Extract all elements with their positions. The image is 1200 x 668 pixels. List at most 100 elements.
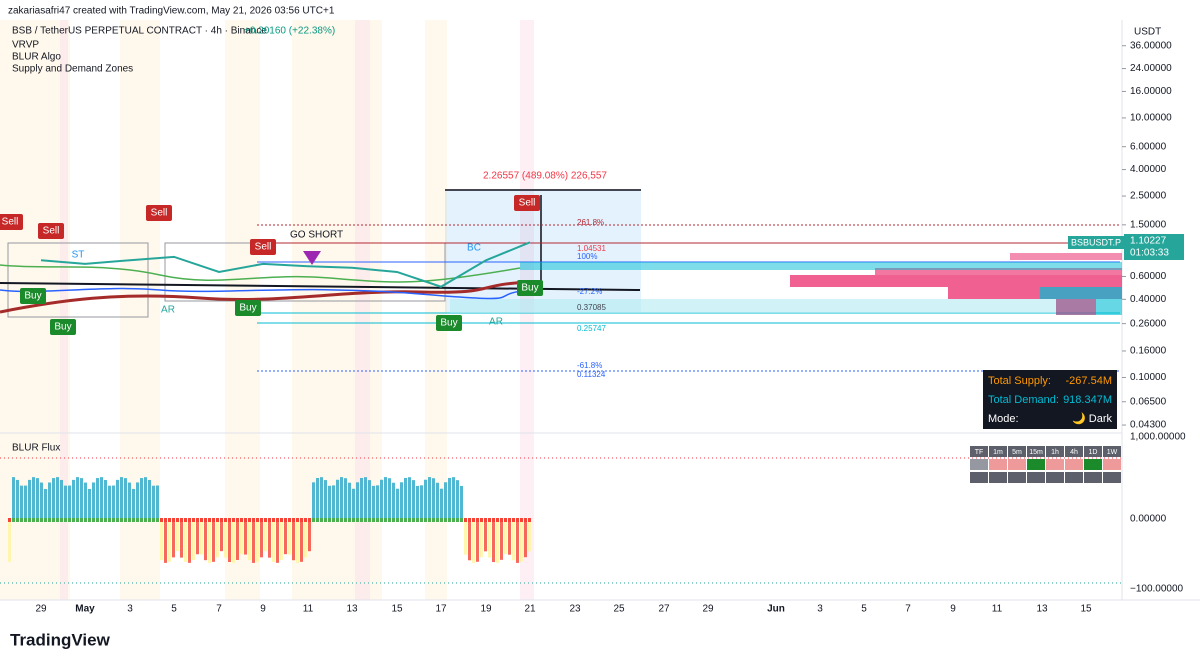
x-tick-label: 19 <box>480 604 492 615</box>
session-band <box>60 20 68 600</box>
flux-bar <box>296 521 299 563</box>
flux-bar <box>92 482 95 519</box>
flux-bar <box>12 477 15 519</box>
flux-bar <box>356 482 359 519</box>
flux-dot <box>296 518 299 522</box>
flux-dot <box>424 518 427 522</box>
flux-dot <box>320 518 323 522</box>
tf-header: 1h <box>1051 449 1059 456</box>
flux-dot <box>104 518 107 522</box>
y-tick-label: 0.40000 <box>1130 294 1167 305</box>
x-tick-label: 13 <box>346 604 358 615</box>
flux-bar <box>204 521 207 561</box>
y-tick-label: 10.00000 <box>1130 113 1172 124</box>
flux-bar <box>216 521 219 558</box>
flux-dot <box>84 518 87 522</box>
flux-tick: 0.00000 <box>1130 514 1167 525</box>
tf-cell <box>1065 472 1083 483</box>
signal-label: Buy <box>521 283 538 294</box>
flux-dot <box>488 518 491 522</box>
tf-table: TF 1m 5m 15m 1h 4h 1D 1W <box>970 446 1121 483</box>
y-tick-label: 4.00000 <box>1130 164 1167 175</box>
symbol-tag <box>1068 236 1124 249</box>
flux-dot <box>492 518 495 522</box>
flux-dot <box>440 518 443 522</box>
flux-dot <box>52 518 55 522</box>
tf-cell <box>1103 446 1121 457</box>
tf-cell <box>970 459 988 470</box>
signal-box <box>38 223 64 239</box>
flux-dot <box>524 518 527 522</box>
signal-box <box>250 239 276 255</box>
flux-dot <box>204 518 207 522</box>
flux-bar <box>244 521 247 555</box>
flux-bar <box>484 521 487 552</box>
flux-bar <box>376 485 379 519</box>
flux-bar <box>48 482 51 519</box>
indicator: VRVP <box>12 40 39 51</box>
flux-bar <box>388 478 391 519</box>
flux-dot <box>88 518 91 522</box>
short-marker <box>303 251 321 265</box>
x-tick-label: 29 <box>702 604 714 615</box>
flux-dot <box>20 518 23 522</box>
tf-cell <box>1008 472 1026 483</box>
tf-cell <box>1065 446 1083 457</box>
flux-bar <box>184 521 187 562</box>
flux-dot <box>36 518 39 522</box>
range-box <box>7 242 149 318</box>
flux-dot <box>168 518 171 522</box>
flux-dot <box>472 518 475 522</box>
signal-box <box>514 195 540 211</box>
flux-bar <box>272 521 275 562</box>
x-tick-label: 23 <box>569 604 581 615</box>
signal-label: Sell <box>519 198 536 209</box>
flux-bar <box>44 488 47 519</box>
flux-bar <box>436 482 439 519</box>
signal-label: Sell <box>151 208 168 219</box>
tf-cell <box>1046 446 1064 457</box>
flux-bar <box>472 521 475 563</box>
flux-dot <box>260 518 263 522</box>
x-tick-label: 15 <box>1080 604 1092 615</box>
flux-bar <box>72 479 75 519</box>
flux-dot <box>520 518 523 522</box>
flux-bar <box>528 521 531 552</box>
flux-dot <box>12 518 15 522</box>
flux-bar <box>32 477 35 519</box>
flux-bar <box>192 521 195 560</box>
tf-cell <box>1027 446 1045 457</box>
tf-header: 1D <box>1089 449 1098 456</box>
flux-bar <box>80 478 83 519</box>
y-tick-label: 36.00000 <box>1130 40 1172 51</box>
flux-dot <box>516 518 519 522</box>
y-tick-label: 0.60000 <box>1130 271 1167 282</box>
tf-cell <box>989 472 1007 483</box>
flux-bar <box>404 477 407 519</box>
flux-dot <box>244 518 247 522</box>
signal-box <box>20 288 46 304</box>
flux-bar <box>16 479 19 519</box>
flux-bar <box>96 478 99 519</box>
flux-dot <box>344 518 347 522</box>
flux-bar <box>240 521 243 555</box>
structure-label: AR <box>489 317 503 328</box>
flux-bar <box>124 478 127 519</box>
x-tick-label: 17 <box>435 604 447 615</box>
indicator: Supply and Demand Zones <box>12 64 133 75</box>
flux-bar <box>164 521 167 563</box>
x-tick-label: Jun <box>767 604 785 615</box>
signal-box <box>517 280 543 296</box>
brand: TradingView <box>10 630 111 649</box>
flux-dot <box>220 518 223 522</box>
flux-dot <box>160 518 163 522</box>
flux-dot <box>312 518 315 522</box>
flux-bar <box>148 479 151 519</box>
x-tick-label: 15 <box>391 604 403 615</box>
flux-bar <box>112 485 115 519</box>
signal-label: Buy <box>440 318 457 329</box>
flux-bar <box>116 479 119 519</box>
flux-dot <box>188 518 191 522</box>
y-tick-label: 0.16000 <box>1130 346 1167 357</box>
tf-cell <box>970 446 988 457</box>
